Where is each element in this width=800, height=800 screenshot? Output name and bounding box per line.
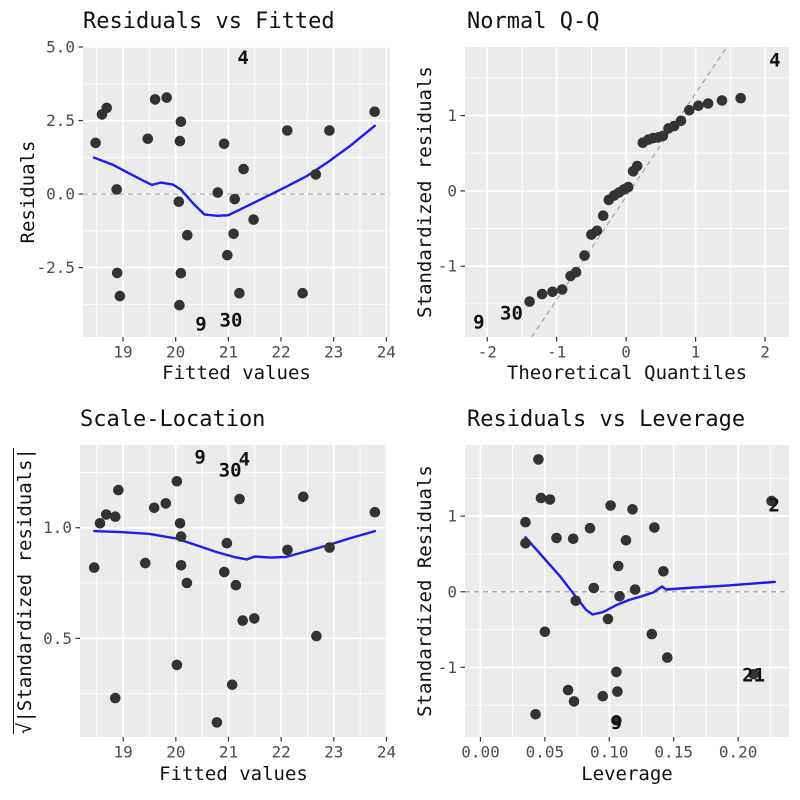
panel-residuals-vs-leverage: 2 21 9 0.00 0.05 0.10 0.15 0.20 1 0 -1 xyxy=(438,445,789,762)
axis-ticks: 0.00 0.05 0.10 0.15 0.20 1 0 -1 xyxy=(438,507,758,762)
svg-text:24: 24 xyxy=(377,743,396,762)
gridlines xyxy=(80,445,388,737)
smooth-line xyxy=(92,124,376,218)
data-points xyxy=(88,476,381,728)
svg-text:23: 23 xyxy=(324,343,343,362)
svg-text:21: 21 xyxy=(742,665,765,687)
gridlines xyxy=(465,445,789,737)
panel3-y-axis-title: √|Standardized residuals| xyxy=(14,448,36,734)
svg-text:9: 9 xyxy=(611,712,622,734)
svg-text:0: 0 xyxy=(621,343,631,362)
svg-text:0.05: 0.05 xyxy=(526,743,565,762)
panel4-title: Residuals vs Leverage xyxy=(467,407,746,432)
panel3-x-axis-title: Fitted values xyxy=(159,763,308,785)
svg-text:30: 30 xyxy=(219,460,242,482)
gridlines xyxy=(465,47,789,337)
svg-text:1.0: 1.0 xyxy=(43,518,72,537)
panel2-x-axis-title: Theoretical Quantiles xyxy=(506,362,748,384)
svg-text:-1: -1 xyxy=(547,343,566,362)
svg-text:0.00: 0.00 xyxy=(461,743,500,762)
svg-text:19: 19 xyxy=(114,743,133,762)
point-labels: 9 304 xyxy=(194,446,250,481)
svg-text:-2: -2 xyxy=(478,343,497,362)
svg-text:4: 4 xyxy=(237,47,248,69)
point-labels: 4 30 9 xyxy=(473,49,780,333)
svg-text:-2.5: -2.5 xyxy=(36,258,75,277)
panel1-x-axis-title: Fitted values xyxy=(162,362,311,384)
data-points xyxy=(524,92,746,307)
panel-residuals-vs-fitted: 4 9 30 19 20 21 22 23 24 5.0 2.5 0.0 -2.5 xyxy=(36,38,395,362)
svg-text:21: 21 xyxy=(219,343,238,362)
svg-text:0.0: 0.0 xyxy=(46,185,75,204)
svg-text:1: 1 xyxy=(447,106,457,125)
panel-background xyxy=(80,445,387,737)
panel1-title: Residuals vs Fitted xyxy=(83,9,335,34)
panel-background xyxy=(83,47,390,337)
svg-text:9: 9 xyxy=(195,314,206,336)
svg-text:22: 22 xyxy=(272,743,291,762)
svg-text:-1: -1 xyxy=(438,658,457,677)
svg-text:1: 1 xyxy=(447,507,457,526)
panel2-title: Normal Q-Q xyxy=(467,9,600,34)
panel4-x-axis-title: Leverage xyxy=(581,763,673,785)
panel3-title: Scale-Location xyxy=(80,407,266,432)
point-labels: 4 9 30 xyxy=(195,47,249,336)
data-points xyxy=(90,92,381,311)
axis-ticks: -2 -1 0 1 2 1 0 -1 xyxy=(438,106,770,361)
svg-text:4: 4 xyxy=(239,449,250,471)
svg-text:9: 9 xyxy=(473,311,484,333)
svg-text:0.20: 0.20 xyxy=(719,743,758,762)
svg-text:4: 4 xyxy=(769,49,780,71)
data-points xyxy=(520,454,777,726)
axis-ticks: 19 20 21 22 23 24 1.0 0.5 xyxy=(43,518,396,761)
svg-text:5.0: 5.0 xyxy=(46,38,75,57)
svg-text:0.15: 0.15 xyxy=(654,743,693,762)
svg-text:2.5: 2.5 xyxy=(46,111,75,130)
svg-text:0: 0 xyxy=(447,181,457,200)
smooth-line xyxy=(92,529,377,561)
smooth-line xyxy=(524,536,776,616)
svg-text:21: 21 xyxy=(219,743,238,762)
svg-text:2: 2 xyxy=(768,494,779,516)
svg-text:23: 23 xyxy=(324,743,343,762)
panel-scale-location: 9 304 19 20 21 22 23 24 1.0 0.5 xyxy=(43,445,396,762)
panel-normal-qq: 4 30 9 -2 -1 0 1 2 1 0 -1 xyxy=(438,46,789,362)
svg-text:22: 22 xyxy=(271,343,290,362)
svg-text:24: 24 xyxy=(377,343,396,362)
svg-text:-1: -1 xyxy=(438,257,457,276)
svg-text:20: 20 xyxy=(166,343,185,362)
svg-text:20: 20 xyxy=(166,743,185,762)
svg-text:0.5: 0.5 xyxy=(43,629,72,648)
svg-text:30: 30 xyxy=(500,302,523,324)
svg-text:2: 2 xyxy=(760,343,770,362)
panel2-y-axis-title: Standardized residuals xyxy=(414,66,436,318)
svg-text:0: 0 xyxy=(447,582,457,601)
panel1-y-axis-title: Residuals xyxy=(17,140,39,244)
svg-text:1: 1 xyxy=(691,343,701,362)
svg-text:0.10: 0.10 xyxy=(590,743,629,762)
axis-ticks: 19 20 21 22 23 24 5.0 2.5 0.0 -2.5 xyxy=(36,38,395,362)
panel4-y-axis-title: Standardized Residuals xyxy=(414,465,436,717)
svg-text:19: 19 xyxy=(113,343,132,362)
point-labels: 2 21 9 xyxy=(611,494,780,734)
svg-text:30: 30 xyxy=(220,309,243,331)
svg-text:9: 9 xyxy=(194,446,205,468)
